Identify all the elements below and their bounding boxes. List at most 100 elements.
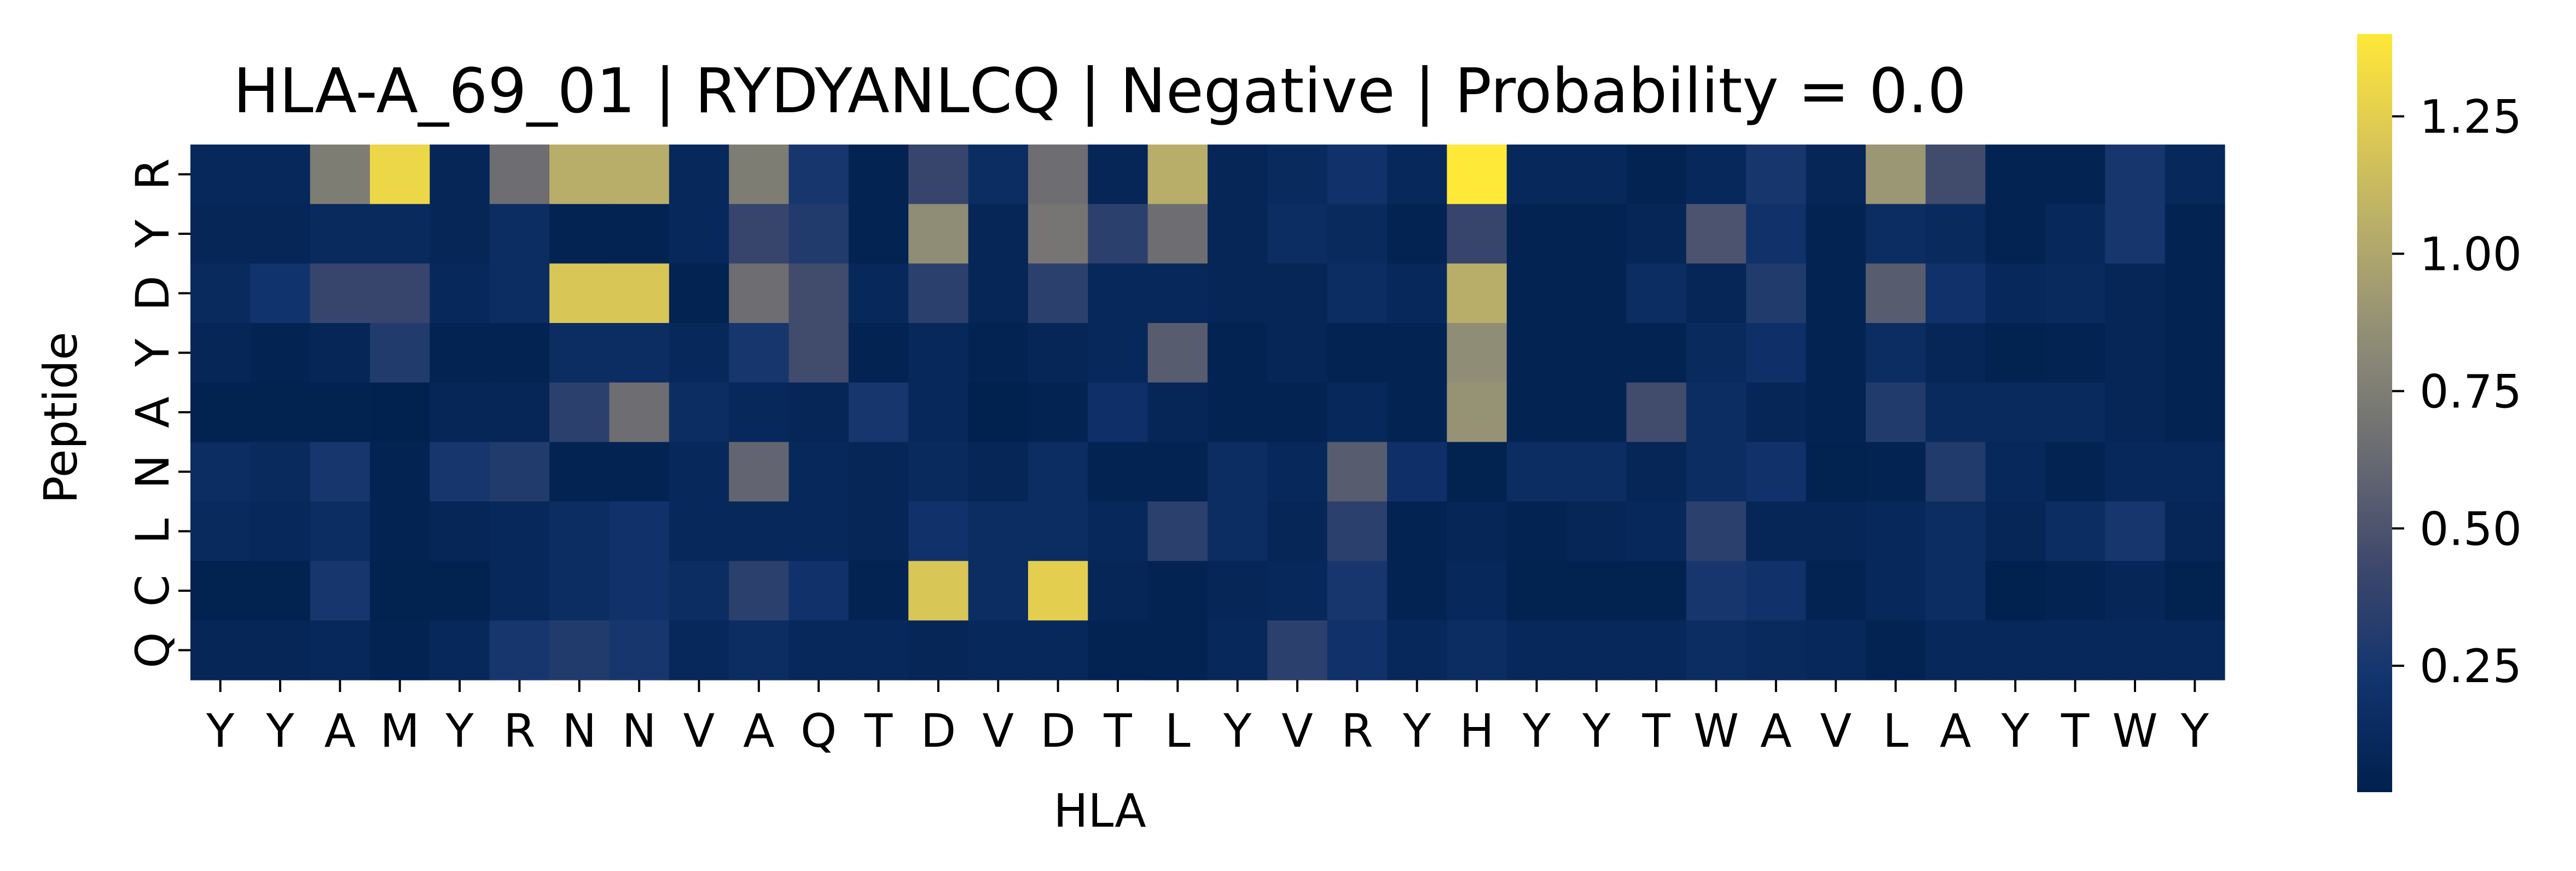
x-tick-label: Y	[265, 704, 294, 758]
heatmap-cell	[250, 145, 311, 205]
y-tick-label: L	[126, 518, 179, 544]
heatmap-cell	[1985, 561, 2046, 621]
heatmap-cell	[2045, 501, 2105, 562]
y-tick-label: Y	[126, 338, 179, 367]
heatmap-cell	[489, 263, 550, 324]
heatmap-cell	[1686, 501, 1747, 562]
heatmap-cell	[1088, 204, 1148, 264]
heatmap-cell	[729, 323, 790, 383]
heatmap-cell	[1626, 620, 1687, 680]
heatmap-cell	[370, 145, 431, 205]
heatmap-cell	[310, 501, 370, 562]
x-tick-label: N	[622, 704, 657, 758]
heatmap-cell	[968, 382, 1029, 442]
heatmap-cell	[1746, 323, 1807, 383]
heatmap-cell	[1088, 263, 1148, 324]
heatmap-cell	[2105, 382, 2166, 442]
heatmap-cell	[1806, 442, 1866, 502]
heatmap-cell	[1387, 620, 1448, 680]
heatmap-cell	[1925, 501, 1986, 562]
heatmap-cell	[788, 263, 849, 324]
heatmap-cell	[1985, 382, 2046, 442]
heatmap-cell	[1327, 263, 1388, 324]
heatmap-cell	[489, 145, 550, 205]
heatmap-cell	[848, 501, 909, 562]
x-axis-label: HLA	[1053, 784, 1146, 838]
heatmap-cell	[549, 620, 610, 680]
y-tick-label: C	[126, 575, 179, 607]
heatmap-cell	[430, 501, 490, 562]
heatmap-cell	[1447, 204, 1507, 264]
heatmap-cell	[729, 204, 790, 264]
colorbar-tick-label: 0.25	[2420, 639, 2522, 693]
heatmap-cell	[669, 382, 729, 442]
heatmap-cell	[1387, 204, 1448, 264]
y-tick-labels: RYDYANLCQ	[126, 158, 190, 668]
heatmap-cell	[430, 204, 490, 264]
x-tick-label: W	[1693, 704, 1739, 758]
heatmap-cell	[310, 382, 370, 442]
heatmap-cell	[1506, 323, 1567, 383]
heatmap-cell	[1447, 382, 1507, 442]
heatmap-cell	[1147, 145, 1208, 205]
heatmap-cell	[2105, 501, 2166, 562]
colorbar-tick-label: 0.75	[2420, 365, 2522, 418]
heatmap-cell	[1686, 382, 1747, 442]
heatmap-cell	[549, 382, 610, 442]
heatmap-cell	[1806, 561, 1866, 621]
heatmap-cell	[609, 323, 670, 383]
heatmap-cell	[1327, 323, 1388, 383]
heatmap-cell	[729, 382, 790, 442]
heatmap-cell	[2045, 323, 2105, 383]
y-tick-label: A	[126, 396, 179, 428]
heatmap-cell	[1088, 323, 1148, 383]
heatmap-cell	[729, 145, 790, 205]
heatmap-cell	[1985, 204, 2046, 264]
heatmap-cell	[848, 561, 909, 621]
x-tick-label: Q	[800, 704, 837, 758]
y-tick-label: N	[126, 454, 179, 489]
heatmap-cell	[549, 263, 610, 324]
x-tick-label: Y	[206, 704, 235, 758]
heatmap-cell	[788, 382, 849, 442]
heatmap-cell	[1567, 561, 1627, 621]
heatmap-cell	[968, 501, 1029, 562]
heatmap-cell	[1686, 442, 1747, 502]
heatmap-cell	[2045, 145, 2105, 205]
heatmap-cell	[1387, 442, 1448, 502]
heatmap-cell	[430, 382, 490, 442]
heatmap-cell	[2165, 323, 2225, 383]
heatmap-cell	[1088, 620, 1148, 680]
heatmap-cell	[1746, 382, 1807, 442]
x-tick-label: Y	[1582, 704, 1611, 758]
heatmap-cell	[1267, 561, 1328, 621]
heatmap-cell	[1925, 145, 1986, 205]
heatmap-cell	[968, 561, 1029, 621]
x-tick-label: V	[1820, 704, 1851, 758]
x-tick-label: Y	[1223, 704, 1252, 758]
heatmap-cell	[310, 145, 370, 205]
heatmap-cell	[310, 561, 370, 621]
heatmap-cell	[430, 263, 490, 324]
heatmap-cell	[1865, 620, 1926, 680]
heatmap-cell	[190, 442, 251, 502]
heatmap-cell	[1327, 382, 1388, 442]
heatmap-cell	[1267, 323, 1328, 383]
heatmap-cell	[489, 620, 550, 680]
x-tick-label: H	[1460, 704, 1494, 758]
heatmap-cell	[2105, 442, 2166, 502]
heatmap-cell	[2165, 204, 2225, 264]
heatmap-cell	[1387, 145, 1448, 205]
heatmap-cell	[1327, 442, 1388, 502]
heatmap-cell	[1028, 382, 1088, 442]
heatmap-cell	[1028, 204, 1088, 264]
heatmap-cell	[310, 442, 370, 502]
heatmap-cell	[1387, 263, 1448, 324]
heatmap-cell	[968, 263, 1029, 324]
heatmap-cell	[968, 620, 1029, 680]
x-tick-label: Y	[1402, 704, 1431, 758]
heatmap-cell	[2045, 442, 2105, 502]
heatmap-cell	[968, 145, 1029, 205]
heatmap-cell	[1686, 204, 1747, 264]
heatmap-cell	[2165, 382, 2225, 442]
